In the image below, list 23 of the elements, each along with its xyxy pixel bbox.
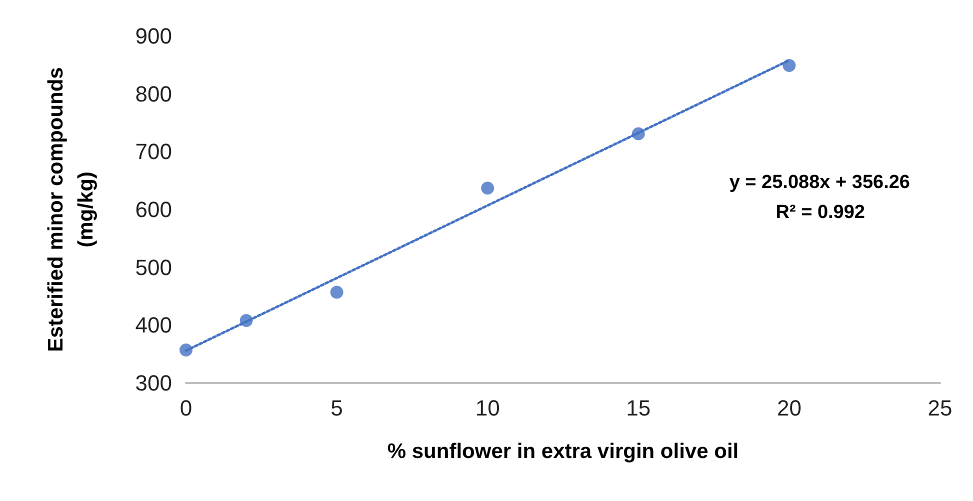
x-tick-label: 5 [330, 396, 343, 420]
annotation: y = 25.088x + 356.26 [729, 172, 910, 193]
point [782, 59, 796, 72]
x-tick-label: 0 [180, 396, 192, 420]
x-axis-title: % sunflower in extra virgin olive oil [387, 440, 739, 463]
y-tick-label: 500 [135, 254, 172, 280]
point [632, 127, 645, 140]
point [240, 314, 253, 328]
x-tick-label: 15 [626, 396, 651, 420]
point [330, 286, 344, 299]
y-tick-label: 800 [135, 81, 172, 106]
point [481, 182, 494, 195]
y-tick-label: 900 [135, 24, 172, 48]
y-axis-title: Esterified minor compounds (mg/kg) [44, 67, 98, 352]
x-tick-label: 20 [776, 396, 802, 420]
y-tick-label: 700 [135, 139, 172, 164]
y-tick-label: 600 [135, 197, 172, 222]
y-tick-label: 300 [135, 370, 172, 396]
point [180, 344, 192, 357]
y-tick-label: 400 [135, 312, 172, 338]
x-tick-label: 25 [928, 396, 952, 420]
x-tick-label: 10 [475, 396, 500, 420]
annotation: R² = 0.992 [776, 202, 865, 223]
